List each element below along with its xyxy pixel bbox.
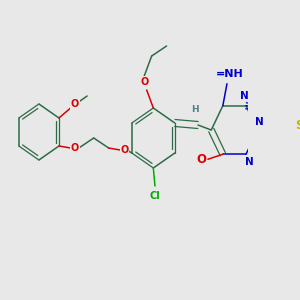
Text: S: S bbox=[295, 119, 300, 132]
Text: H: H bbox=[191, 106, 199, 115]
Text: O: O bbox=[141, 77, 149, 87]
Text: N: N bbox=[245, 157, 254, 167]
Text: =NH: =NH bbox=[216, 69, 243, 79]
Text: N: N bbox=[255, 117, 264, 127]
Text: Cl: Cl bbox=[150, 191, 160, 201]
Text: O: O bbox=[70, 99, 79, 109]
Text: O: O bbox=[196, 153, 206, 166]
Text: O: O bbox=[120, 145, 128, 155]
Text: O: O bbox=[70, 143, 79, 153]
Text: N: N bbox=[240, 91, 249, 101]
